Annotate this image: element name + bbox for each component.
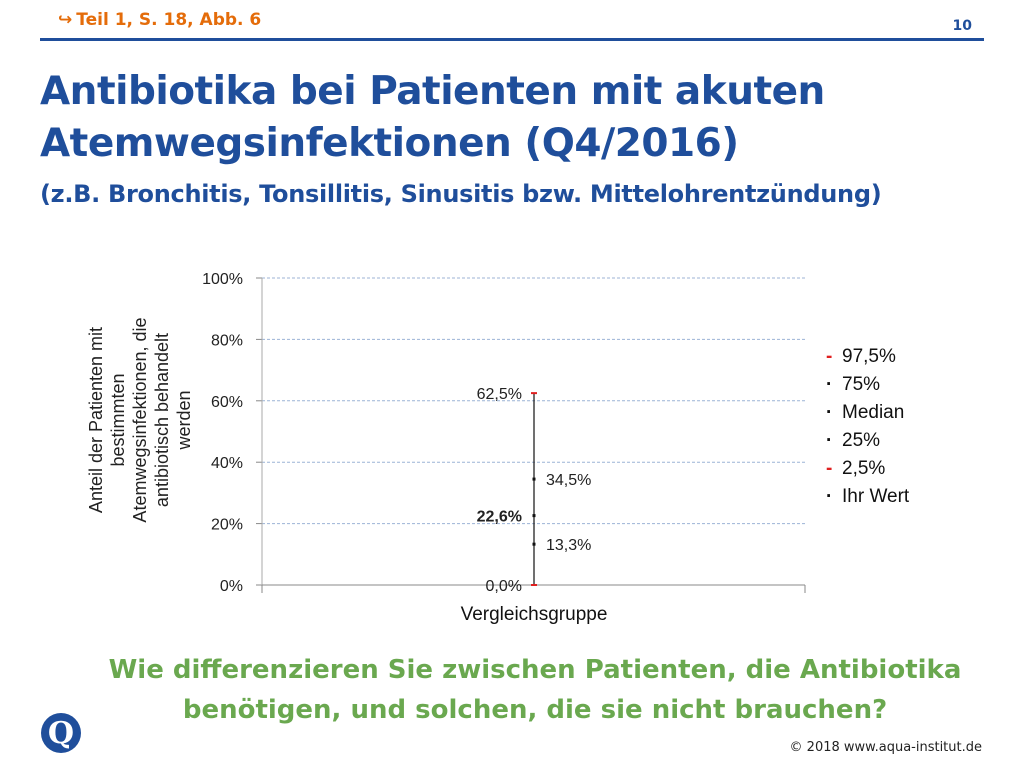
question-line-2: benötigen, und solchen, die sie nicht br… xyxy=(182,695,888,725)
breadcrumb-text: Teil 1, S. 18, Abb. 6 xyxy=(76,10,262,30)
data-label-p75: 34,5% xyxy=(546,472,591,489)
page-title: Antibiotika bei Patienten mit akuten Ate… xyxy=(40,66,1000,170)
legend-marker: - xyxy=(826,346,833,367)
header-divider xyxy=(40,38,984,41)
legend-label: 2,5% xyxy=(842,458,886,479)
legend-label: Median xyxy=(842,402,905,423)
logo-letter: Q xyxy=(48,716,74,751)
data-label-p97_5: 62,5% xyxy=(477,386,522,403)
percentile-mark-p75 xyxy=(532,477,536,481)
y-axis-label-line: bestimmten xyxy=(108,373,128,467)
legend-label: Ihr Wert xyxy=(842,486,910,507)
y-axis-label-line: antibiotisch behandelt xyxy=(152,332,172,508)
data-label-p2_5: 0,0% xyxy=(486,578,522,595)
y-axis-label-line: werden xyxy=(174,390,194,450)
legend-label: 75% xyxy=(842,374,881,395)
data-label-p25: 13,3% xyxy=(546,537,591,554)
discussion-question: Wie differenzieren Sie zwischen Patiente… xyxy=(60,650,1010,730)
y-axis-label-line: Atemwegsinfektionen, die xyxy=(130,317,150,523)
y-tick-label: 20% xyxy=(211,517,243,534)
legend-item: · 75% xyxy=(826,371,909,399)
legend-item: · Ihr Wert xyxy=(826,483,909,511)
title-line-1: Antibiotika bei Patienten mit akuten xyxy=(40,69,825,114)
title-line-2: Atemwegsinfektionen (Q4/2016) xyxy=(40,121,739,166)
y-tick-label: 40% xyxy=(211,455,243,472)
page-number: 10 xyxy=(952,18,972,34)
legend-label: 97,5% xyxy=(842,346,896,367)
y-axis-label: Anteil der Patienten mit bestimmten Atemwe… xyxy=(85,275,195,565)
page-subtitle: (z.B. Bronchitis, Tonsillitis, Sinusitis… xyxy=(40,180,882,208)
y-tick-label: 0% xyxy=(220,578,243,595)
copyright: © 2018 www.aqua-institut.de xyxy=(789,740,982,755)
data-label-median: 22,6% xyxy=(477,509,522,526)
legend-item: -97,5% xyxy=(826,343,909,371)
legend-item: · 25% xyxy=(826,427,909,455)
legend-marker: · xyxy=(826,430,833,451)
y-axis-label-line: Anteil der Patienten mit xyxy=(86,326,106,514)
percentile-mark-median xyxy=(532,514,536,518)
y-tick-label: 60% xyxy=(211,394,243,411)
legend-marker: · xyxy=(826,374,833,395)
y-tick-label: 100% xyxy=(202,271,243,288)
legend-marker: - xyxy=(826,458,833,479)
legend-item: -2,5% xyxy=(826,455,909,483)
breadcrumb: ↪ Teil 1, S. 18, Abb. 6 xyxy=(58,10,261,30)
aqua-logo-icon: Q xyxy=(41,713,81,753)
legend-marker: · xyxy=(826,402,833,423)
x-axis-label: Vergleichsgruppe xyxy=(461,604,608,625)
chart-legend: -97,5% · 75% · Median · 25% -2,5% · Ihr Wert xyxy=(826,343,909,511)
arrow-right-icon: ↪ xyxy=(58,10,73,30)
question-line-1: Wie differenzieren Sie zwischen Patiente… xyxy=(108,655,962,685)
legend-marker: · xyxy=(826,486,833,507)
y-tick-label: 80% xyxy=(211,332,243,349)
percentile-mark-p25 xyxy=(532,542,536,546)
legend-label: 25% xyxy=(842,430,881,451)
legend-item: · Median xyxy=(826,399,909,427)
